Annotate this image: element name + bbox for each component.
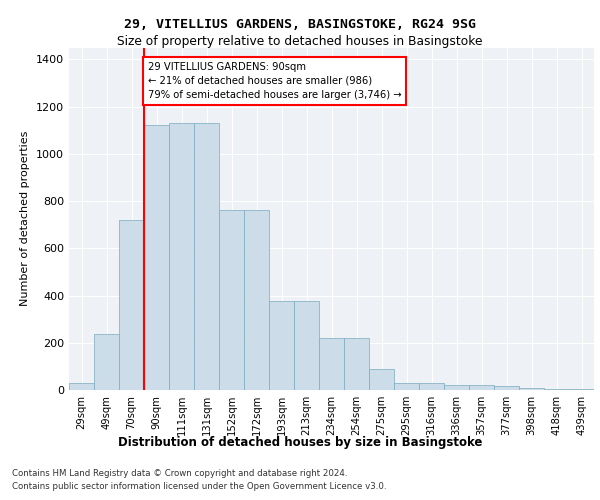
Text: 29 VITELLIUS GARDENS: 90sqm
← 21% of detached houses are smaller (986)
79% of se: 29 VITELLIUS GARDENS: 90sqm ← 21% of det…: [148, 62, 401, 100]
Bar: [369, 368, 394, 390]
Bar: [519, 388, 544, 390]
Text: Distribution of detached houses by size in Basingstoke: Distribution of detached houses by size …: [118, 436, 482, 449]
Bar: [319, 338, 344, 390]
Bar: [469, 386, 494, 390]
Bar: [419, 384, 444, 390]
Bar: [394, 384, 419, 390]
Text: 29, VITELLIUS GARDENS, BASINGSTOKE, RG24 9SG: 29, VITELLIUS GARDENS, BASINGSTOKE, RG24…: [124, 18, 476, 30]
Y-axis label: Number of detached properties: Number of detached properties: [20, 131, 31, 306]
Bar: [294, 302, 319, 390]
Bar: [119, 220, 144, 390]
Bar: [444, 386, 469, 390]
Bar: [344, 338, 369, 390]
Bar: [169, 123, 194, 390]
Bar: [544, 389, 569, 390]
Bar: [94, 334, 119, 390]
Bar: [244, 210, 269, 390]
Bar: [69, 384, 94, 390]
Bar: [494, 386, 519, 390]
Text: Contains HM Land Registry data © Crown copyright and database right 2024.: Contains HM Land Registry data © Crown c…: [12, 470, 347, 478]
Text: Size of property relative to detached houses in Basingstoke: Size of property relative to detached ho…: [117, 35, 483, 48]
Text: Contains public sector information licensed under the Open Government Licence v3: Contains public sector information licen…: [12, 482, 386, 491]
Bar: [219, 210, 244, 390]
Bar: [144, 126, 169, 390]
Bar: [194, 123, 219, 390]
Bar: [269, 302, 294, 390]
